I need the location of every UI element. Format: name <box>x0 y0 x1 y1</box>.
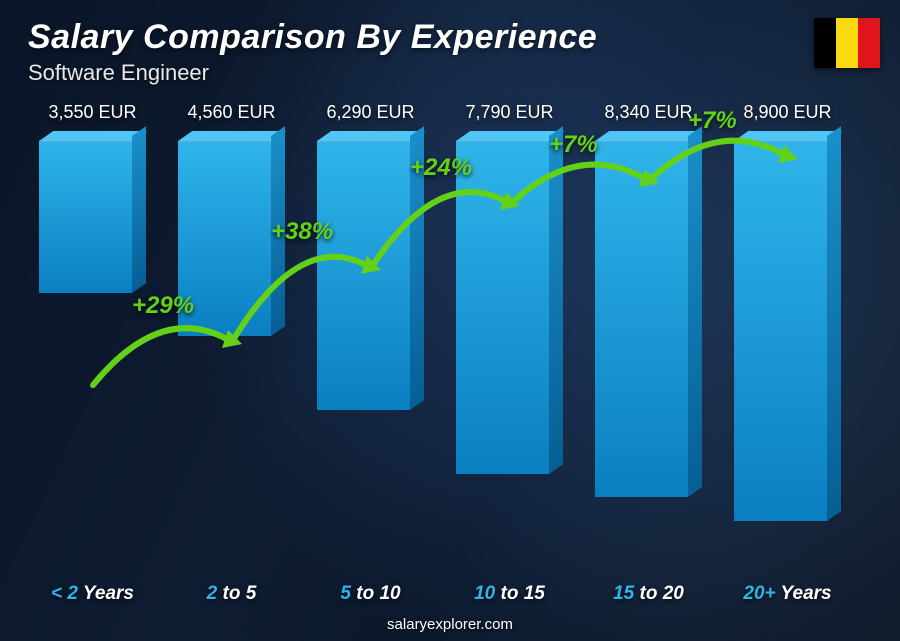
bar: 7,790 EUR <box>456 141 564 474</box>
footer-attribution: salaryexplorer.com <box>0 616 900 633</box>
infographic-canvas: Salary Comparison By Experience Software… <box>0 0 900 641</box>
bar-cap <box>317 131 425 141</box>
category-axis: < 2 Years 2 to 5 5 to 10 10 to 15 15 to 20 20… <box>30 583 850 605</box>
bar-value-label: 8,900 EUR <box>743 102 831 123</box>
bar: 6,290 EUR <box>317 141 425 410</box>
bar-value-label: 7,790 EUR <box>465 102 553 123</box>
bar-side <box>132 126 146 293</box>
bar-value-label: 3,550 EUR <box>48 102 136 123</box>
bar: 8,340 EUR <box>595 141 703 497</box>
bar-front <box>595 141 689 497</box>
bar-slot: 8,340 EUR <box>586 141 711 571</box>
bar-front <box>39 141 133 293</box>
category-label: 10 to 15 <box>447 583 572 605</box>
bar-slot: 3,550 EUR <box>30 141 155 571</box>
flag-stripe-3 <box>858 18 880 68</box>
bar-front <box>178 141 272 336</box>
bar-cap <box>178 131 286 141</box>
bar-side <box>410 126 424 410</box>
page-title: Salary Comparison By Experience <box>28 18 597 57</box>
bar-slot: 7,790 EUR <box>447 141 572 571</box>
bar: 3,550 EUR <box>39 141 147 293</box>
bar-front <box>734 141 828 521</box>
bar-side <box>271 126 285 336</box>
bar-slot: 8,900 EUR <box>725 141 850 571</box>
bar-chart: 3,550 EUR 4,560 EUR 6,290 EUR 7,790 EUR 8,34… <box>30 141 850 571</box>
bar-front <box>317 141 411 410</box>
bar-slot: 4,560 EUR <box>169 141 294 571</box>
bar-cap <box>595 131 703 141</box>
bar-value-label: 6,290 EUR <box>326 102 414 123</box>
category-label: 15 to 20 <box>586 583 711 605</box>
bar: 4,560 EUR <box>178 141 286 336</box>
category-label: 20+ Years <box>725 583 850 605</box>
bar-side <box>827 126 841 521</box>
category-label: 2 to 5 <box>169 583 294 605</box>
page-subtitle: Software Engineer <box>28 60 209 86</box>
category-label: < 2 Years <box>30 583 155 605</box>
bar-side <box>549 126 563 474</box>
bar-value-label: 8,340 EUR <box>604 102 692 123</box>
bar-front <box>456 141 550 474</box>
bar-side <box>688 126 702 497</box>
flag-stripe-2 <box>836 18 858 68</box>
flag-stripe-1 <box>814 18 836 68</box>
country-flag <box>814 18 880 68</box>
bar-slot: 6,290 EUR <box>308 141 433 571</box>
bar-cap <box>734 131 842 141</box>
bar-value-label: 4,560 EUR <box>187 102 275 123</box>
bar-cap <box>456 131 564 141</box>
category-label: 5 to 10 <box>308 583 433 605</box>
bar-cap <box>39 131 147 141</box>
bar: 8,900 EUR <box>734 141 842 521</box>
